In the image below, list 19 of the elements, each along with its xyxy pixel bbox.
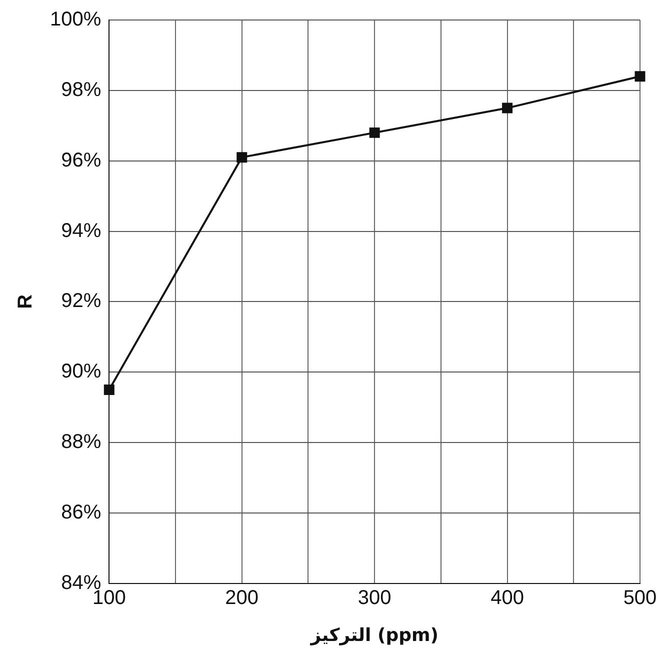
x-tick-label: 200 — [225, 586, 259, 609]
point — [634, 71, 646, 82]
point — [502, 102, 513, 114]
x-tick-label: 500 — [623, 586, 657, 609]
point — [236, 152, 248, 163]
y-tick-label: 100% — [50, 8, 102, 31]
y-tick-label: 88% — [61, 431, 102, 454]
point — [104, 384, 114, 395]
y-tick-label: 92% — [61, 290, 102, 312]
y-tick-label: 94% — [61, 220, 102, 242]
y-tick-label: 90% — [61, 360, 102, 383]
x-axis-title: التركيز (ppm) — [310, 624, 438, 646]
x-tick-label: 300 — [358, 586, 392, 609]
y-axis-title: R — [14, 294, 37, 309]
y-tick-label: 96% — [61, 149, 102, 172]
x-tick-label: 400 — [490, 586, 524, 609]
y-tick-label: 98% — [61, 78, 102, 101]
y-tick-label: 86% — [61, 501, 102, 524]
point — [369, 127, 380, 138]
